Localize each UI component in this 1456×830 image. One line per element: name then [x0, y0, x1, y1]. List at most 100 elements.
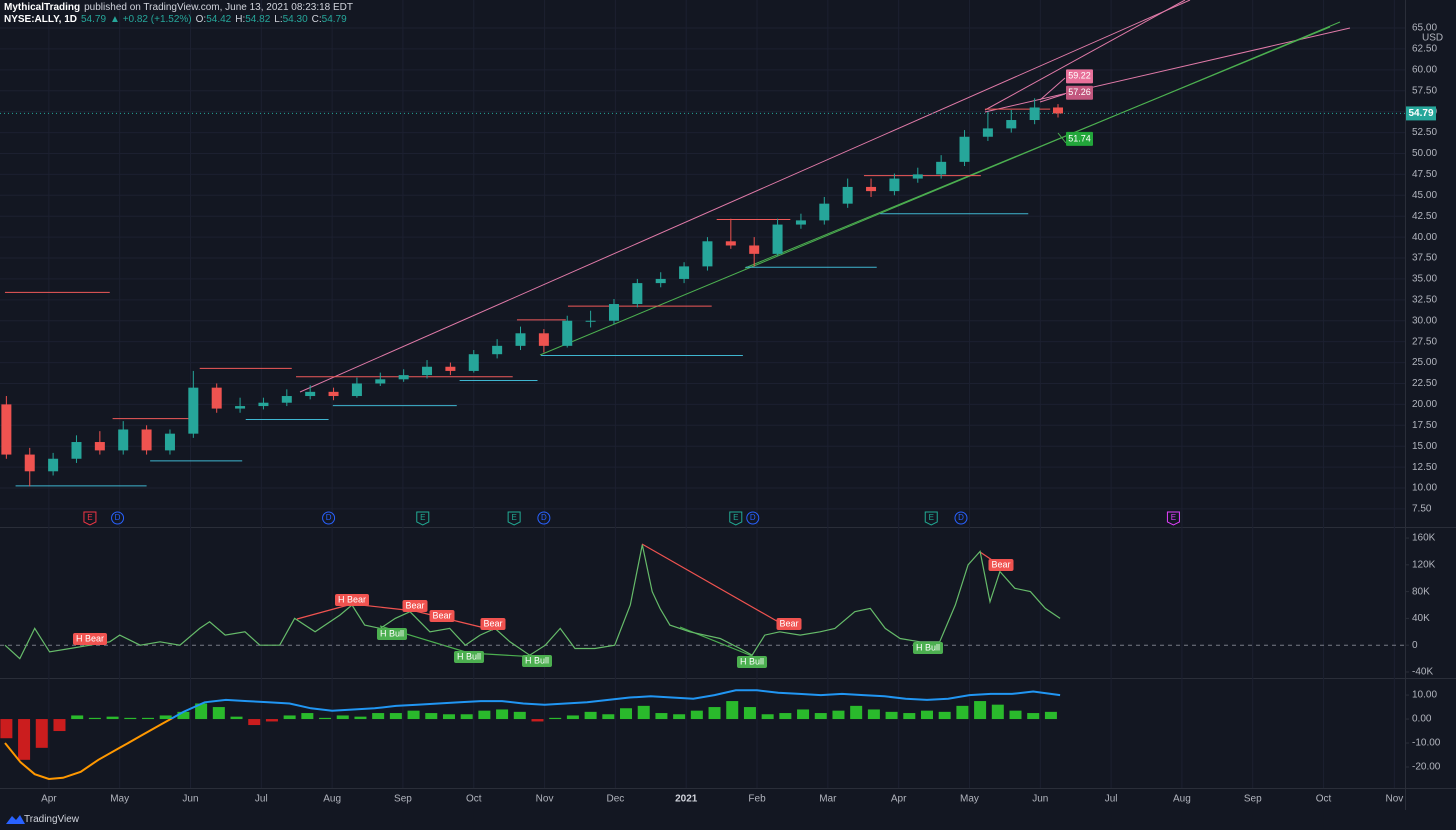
histogram-bar — [230, 716, 243, 720]
event-label: E — [511, 513, 516, 522]
event-marker — [507, 511, 521, 526]
candle-body — [71, 442, 82, 459]
candle-body — [164, 433, 175, 451]
candle-body — [1029, 107, 1040, 121]
unit-label: USD — [1422, 33, 1443, 44]
candle-body — [24, 454, 35, 472]
x-tick-label: Apr — [891, 794, 907, 805]
divergence-line — [679, 626, 753, 657]
candle-body — [562, 320, 573, 346]
candle-body — [866, 186, 877, 192]
signal-line — [4, 719, 173, 781]
histogram-bar — [620, 708, 633, 720]
histogram-bar — [460, 714, 473, 720]
signal-label: H Bull — [916, 642, 940, 652]
signal-label-box — [453, 651, 485, 663]
candle-body — [982, 128, 993, 137]
y-tick-label: 27.50 — [1412, 336, 1437, 347]
y-tick-label: 120K — [1412, 559, 1436, 570]
ohlc-value: 54.42 — [206, 14, 232, 25]
footer: TradingView — [0, 810, 1456, 830]
candle-body — [141, 429, 152, 451]
y-tick-label: 60.00 — [1412, 64, 1437, 75]
candle-body — [305, 391, 316, 397]
histogram-bar — [991, 704, 1004, 720]
candle-body — [445, 366, 456, 371]
candle-body — [211, 387, 222, 409]
histogram-bar — [655, 713, 668, 720]
oscillator-line — [4, 544, 1061, 660]
event-label: D — [115, 513, 121, 522]
candle-body — [515, 333, 526, 346]
candle-body — [702, 241, 713, 267]
y-tick-label: 65.00 — [1412, 23, 1437, 34]
signal-label-box — [480, 618, 506, 630]
price: 54.79 — [80, 14, 107, 25]
histogram-bar — [106, 716, 119, 720]
x-tick-label: Oct — [1316, 794, 1332, 805]
candle-body — [118, 429, 129, 451]
publish-line: MythicalTrading published on TradingView.… — [4, 2, 357, 13]
candle-body — [749, 245, 760, 254]
candle-body — [795, 220, 806, 225]
event-label: E — [87, 513, 92, 522]
histogram-bar — [814, 713, 827, 720]
signal-label-box — [402, 600, 428, 612]
histogram-bar — [708, 707, 721, 720]
event-marker — [746, 511, 760, 525]
candle-body — [94, 442, 105, 451]
histogram-bar — [726, 701, 739, 720]
event-label: D — [750, 513, 756, 522]
symbol: NYSE:ALLY, 1D — [4, 14, 77, 25]
y-tick-label: 52.50 — [1412, 127, 1437, 138]
y-tick-label: 22.50 — [1412, 378, 1437, 389]
y-tick-label: 10.00 — [1412, 483, 1437, 494]
trend-line — [1039, 77, 1066, 101]
signal-label-box — [72, 633, 108, 645]
histogram-bar — [761, 714, 774, 720]
y-tick-label: 160K — [1412, 533, 1436, 544]
histogram-bar — [336, 715, 349, 720]
histogram-bar — [53, 719, 66, 732]
y-tick-label: 30.00 — [1412, 315, 1437, 326]
histogram-bar — [974, 701, 987, 720]
histogram-bar — [797, 709, 810, 720]
event-marker — [111, 511, 125, 525]
signal-label-box — [334, 594, 370, 606]
event-label: D — [541, 513, 547, 522]
x-tick-label: Jun — [182, 794, 198, 805]
signal-label: Bear — [779, 618, 798, 628]
trend-line — [984, 0, 1186, 111]
histogram-bar — [442, 714, 455, 720]
histogram-bar — [407, 710, 420, 720]
candle-body — [235, 406, 246, 409]
candle-body — [422, 366, 433, 376]
ohlc-value: 54.79 — [321, 14, 347, 25]
candle-body — [679, 266, 690, 279]
author: MythicalTrading — [4, 2, 81, 13]
histogram-bar — [195, 703, 208, 720]
y-tick-label: 12.50 — [1412, 462, 1437, 473]
histogram-bar — [885, 711, 898, 720]
signal-label-box — [912, 642, 944, 654]
event-marker — [322, 511, 336, 525]
last-price-box — [1406, 106, 1436, 121]
y-tick-label: 35.00 — [1412, 274, 1437, 285]
grid — [0, 0, 1405, 788]
signal-label-box — [376, 628, 408, 640]
signal-label-box — [521, 655, 553, 667]
event-label: D — [326, 513, 332, 522]
histogram-bar — [124, 717, 137, 720]
signal-label: H Bear — [338, 594, 366, 604]
x-tick-label: Nov — [1385, 794, 1403, 805]
y-tick-label: 45.00 — [1412, 190, 1437, 201]
change: ▲ +0.82 (+1.52%) — [110, 14, 192, 25]
histogram-bar — [248, 719, 261, 726]
trend-line — [1057, 132, 1067, 144]
signal-label-box — [988, 559, 1014, 571]
candle-body — [725, 241, 736, 246]
candle-body — [608, 304, 619, 321]
brand: TradingView — [24, 814, 80, 825]
candle-body — [842, 186, 853, 204]
